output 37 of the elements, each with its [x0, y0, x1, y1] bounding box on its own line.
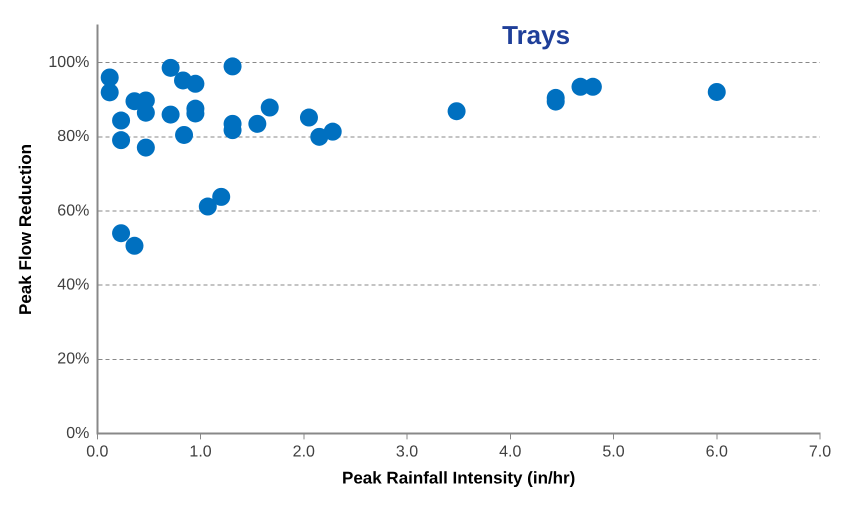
point	[112, 224, 130, 242]
point	[248, 114, 266, 133]
x-tick-label: 2.0	[292, 443, 316, 460]
x-tick-label: 6.0	[706, 443, 728, 460]
point	[300, 108, 318, 127]
x-tick-label: 4.0	[499, 443, 522, 460]
point	[708, 82, 726, 101]
point	[112, 131, 130, 150]
y-tick-label: 80%	[57, 128, 90, 146]
x-axis-title: Peak Rainfall Intensity (in/hr)	[342, 468, 576, 488]
point	[162, 58, 180, 77]
point	[260, 98, 279, 117]
point	[175, 126, 194, 144]
x-tick-label: 3.0	[396, 443, 418, 460]
y-tick-label: 0%	[66, 424, 90, 442]
point	[212, 188, 230, 206]
point	[162, 106, 180, 124]
y-axis-title: Peak Flow Reduction	[16, 144, 35, 315]
x-tick-label: 7.0	[808, 443, 832, 460]
chart-title: Trays	[502, 20, 570, 50]
point	[112, 112, 130, 130]
point	[100, 83, 119, 102]
point	[100, 68, 119, 86]
point	[324, 122, 342, 141]
y-tick-label: 20%	[57, 350, 90, 368]
x-tick-label: 0.0	[86, 443, 109, 460]
y-tick-label: 60%	[57, 202, 90, 220]
point	[125, 236, 144, 255]
y-tick-label: 40%	[57, 276, 90, 294]
point	[198, 198, 217, 216]
x-tick-label: 5.0	[602, 443, 625, 460]
point	[136, 138, 155, 157]
x-tick-label: 1.0	[189, 443, 212, 460]
y-tick-label: 100%	[48, 54, 90, 72]
point	[448, 102, 466, 120]
point	[186, 74, 204, 93]
point	[224, 57, 242, 76]
